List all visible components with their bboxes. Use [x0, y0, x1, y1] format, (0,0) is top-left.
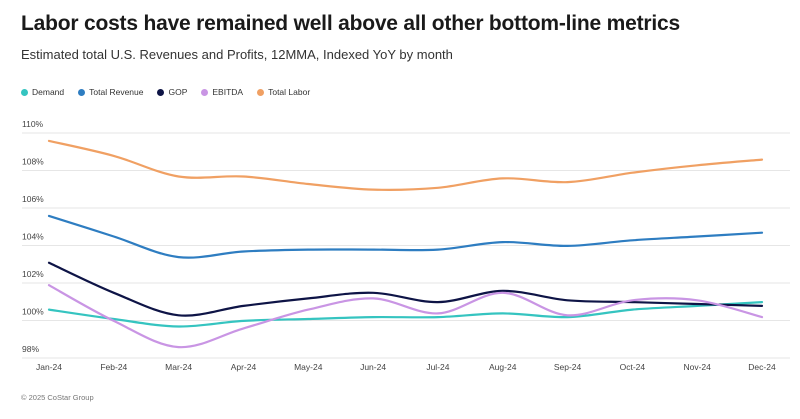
series-line-gop	[47, 261, 764, 317]
series-lines	[47, 139, 764, 349]
legend-label-ebitda: EBITDA	[212, 87, 244, 97]
x-tick-label: Feb-24	[100, 362, 127, 372]
x-tick-label: Jun-24	[360, 362, 386, 372]
x-tick-label: Aug-24	[489, 362, 517, 372]
chart-title: Labor costs have remained well above all…	[21, 12, 680, 35]
series-line-ebitda	[47, 284, 764, 349]
x-tick-label: Nov-24	[683, 362, 711, 372]
legend-item-revenue: Total Revenue	[78, 87, 143, 97]
legend-swatch-revenue	[78, 88, 86, 96]
legend-label-demand: Demand	[32, 87, 65, 97]
chart-subtitle: Estimated total U.S. Revenues and Profit…	[21, 47, 453, 62]
legend-swatch-demand	[21, 88, 28, 96]
legend-label-gop: GOP	[168, 87, 188, 97]
legend-swatch-labor	[257, 88, 265, 96]
legend-swatch-ebitda	[201, 88, 209, 96]
y-tick-label: 110%	[22, 119, 44, 129]
y-tick-label: 106%	[22, 194, 44, 204]
legend-swatch-gop	[157, 88, 165, 96]
y-tick-label: 108%	[22, 157, 44, 167]
legend-item-demand: Demand	[21, 87, 64, 97]
x-tick-label: Jul-24	[426, 362, 449, 372]
legend-item-labor: Total Labor	[257, 87, 310, 97]
gridlines	[22, 132, 790, 359]
y-tick-label: 102%	[22, 269, 44, 279]
y-tick-label: 100%	[22, 307, 44, 317]
legend-label-revenue: Total Revenue	[89, 87, 144, 97]
x-tick-label: Mar-24	[165, 362, 192, 372]
series-line-labor	[47, 139, 764, 191]
x-tick-label: Dec-24	[748, 362, 776, 372]
x-tick-label: Jan-24	[36, 362, 62, 372]
x-tick-label: Oct-24	[620, 362, 646, 372]
series-line-revenue	[47, 214, 764, 259]
x-tick-label: May-24	[294, 362, 323, 372]
y-tick-label: 104%	[22, 232, 44, 242]
legend-item-ebitda: EBITDA	[201, 87, 243, 97]
legend-item-gop: GOP	[157, 87, 187, 97]
legend-label-labor: Total Labor	[268, 87, 311, 97]
y-tick-label: 98%	[22, 344, 39, 354]
x-axis-ticks: Jan-24 Feb-24 Mar-24 Apr-24 May-24 Jun-24 Jul-…	[36, 362, 776, 372]
y-axis-ticks: 98% 100% 102% 104% 106% 108% 110%	[22, 119, 44, 354]
series-line-demand	[47, 301, 764, 328]
x-tick-label: Apr-24	[231, 362, 257, 372]
x-tick-label: Sep-24	[554, 362, 582, 372]
chart-legend: Demand Total Revenue GOP EBITDA Total Labor	[21, 87, 310, 97]
copyright-footer: © 2025 CoStar Group	[21, 393, 94, 402]
